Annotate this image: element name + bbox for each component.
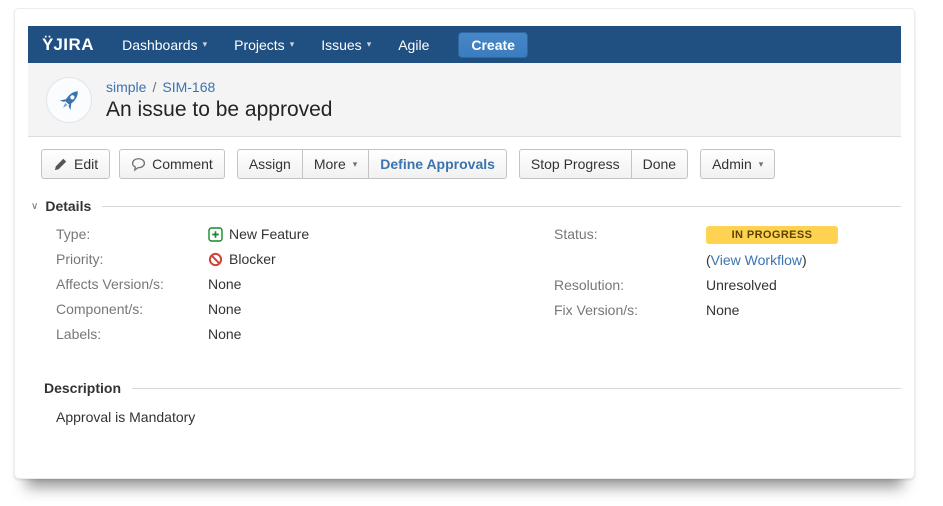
breadcrumb: simple / SIM-168: [106, 79, 333, 95]
top-navbar: Ÿ JIRA Dashboards ▾ Projects ▾ Issues ▾ …: [28, 26, 901, 63]
admin-button[interactable]: Admin ▾: [700, 149, 776, 179]
nav-dashboards[interactable]: Dashboards ▾: [122, 37, 207, 53]
field-labels-label: Labels:: [56, 326, 102, 342]
edit-button[interactable]: Edit: [41, 149, 111, 179]
field-resolution-value: Unresolved: [706, 277, 777, 293]
field-view-workflow: ( View Workflow ): [554, 252, 901, 269]
details-section-title: Details: [45, 198, 92, 214]
field-status-label: Status:: [554, 226, 598, 242]
issue-toolbar: Edit Comment Assign More ▾ Define Approv…: [41, 149, 901, 179]
issue-title: An issue to be approved: [106, 97, 333, 121]
field-affects-versions-value: None: [208, 276, 242, 292]
chevron-down-icon: ▾: [366, 39, 372, 49]
nav-agile[interactable]: Agile: [398, 37, 429, 53]
details-section-toggle[interactable]: ∨ Details: [31, 198, 901, 214]
breadcrumb-project-link[interactable]: simple: [106, 78, 147, 95]
details-right-column: Status: IN PROGRESS ( View Workflow ) Re…: [554, 226, 901, 351]
breadcrumb-issue-key-link[interactable]: SIM-168: [162, 78, 216, 95]
description-section-title: Description: [44, 380, 122, 396]
comment-button-label: Comment: [152, 156, 213, 172]
priority-value-text: Blocker: [229, 251, 276, 267]
view-workflow-close-paren: ): [801, 252, 807, 268]
field-priority: Priority: Blocker: [56, 251, 554, 268]
field-status-value: IN PROGRESS: [706, 226, 838, 244]
section-divider: [132, 387, 901, 389]
field-resolution-label: Resolution:: [554, 277, 625, 293]
field-resolution: Resolution: Unresolved: [554, 277, 901, 294]
transition-button-group: Stop Progress Done: [518, 149, 689, 179]
nav-projects-label: Projects: [234, 36, 285, 53]
jira-logo[interactable]: Ÿ JIRA: [42, 35, 94, 55]
comment-button[interactable]: Comment: [119, 149, 225, 179]
comment-bubble-icon: [132, 157, 146, 172]
description-content: Approval is Mandatory: [56, 409, 196, 425]
collapse-chevron-icon: ∨: [31, 200, 39, 212]
nav-dashboards-label: Dashboards: [122, 36, 198, 53]
edit-button-label: Edit: [74, 156, 99, 172]
jira-charlie-icon: Ÿ: [42, 34, 53, 54]
chevron-down-icon: ▾: [758, 158, 764, 169]
pencil-icon: [54, 158, 67, 170]
nav-issues[interactable]: Issues ▾: [321, 37, 371, 53]
nav-agile-label: Agile: [398, 36, 430, 53]
field-fix-versions-value: None: [706, 302, 740, 318]
jira-logo-text: JIRA: [53, 34, 95, 54]
chevron-down-icon: ▾: [352, 158, 358, 169]
more-button[interactable]: More ▾: [301, 149, 370, 179]
rocket-icon: [59, 90, 78, 110]
details-grid: Type: New Feature Priority: Blocke: [56, 226, 901, 351]
field-fix-versions-label: Fix Version/s:: [554, 302, 639, 318]
stop-progress-button[interactable]: Stop Progress: [518, 149, 632, 179]
field-labels: Labels: None: [56, 326, 554, 343]
assign-button-label: Assign: [248, 156, 291, 172]
nav-projects[interactable]: Projects ▾: [234, 37, 294, 53]
field-type-value: New Feature: [208, 226, 309, 242]
done-button[interactable]: Done: [630, 149, 689, 179]
chevron-down-icon: ▾: [289, 39, 295, 49]
details-left-column: Type: New Feature Priority: Blocke: [56, 226, 554, 351]
field-affects-versions: Affects Version/s: None: [56, 276, 554, 293]
field-status: Status: IN PROGRESS: [554, 226, 901, 244]
type-value-text: New Feature: [229, 226, 310, 242]
field-components: Component/s: None: [56, 301, 554, 318]
done-button-label: Done: [642, 156, 677, 172]
define-approvals-button[interactable]: Define Approvals: [368, 149, 507, 179]
field-fix-versions: Fix Version/s: None: [554, 302, 901, 319]
field-type: Type: New Feature: [56, 226, 554, 243]
admin-button-label: Admin: [712, 156, 752, 172]
new-feature-icon: [208, 226, 223, 242]
section-divider: [102, 205, 901, 207]
app-window: Ÿ JIRA Dashboards ▾ Projects ▾ Issues ▾ …: [14, 8, 915, 479]
chevron-down-icon: ▾: [202, 39, 208, 49]
description-section-toggle[interactable]: Description: [44, 380, 901, 396]
blocker-icon: [208, 252, 223, 266]
field-labels-value: None: [208, 326, 242, 342]
field-components-label: Component/s:: [56, 301, 144, 317]
issue-header: simple / SIM-168 An issue to be approved: [28, 63, 901, 137]
project-avatar[interactable]: [46, 77, 92, 123]
stop-progress-label: Stop Progress: [530, 156, 620, 172]
view-workflow-wrapper: ( View Workflow ): [706, 252, 807, 268]
view-workflow-open-paren: (: [706, 252, 711, 268]
field-affects-versions-label: Affects Version/s:: [56, 276, 164, 292]
field-components-value: None: [208, 301, 242, 317]
field-type-label: Type:: [56, 226, 91, 242]
field-priority-label: Priority:: [56, 251, 104, 267]
field-priority-value: Blocker: [208, 251, 276, 267]
assign-button[interactable]: Assign: [236, 149, 303, 179]
nav-issues-label: Issues: [321, 36, 362, 53]
issue-header-text: simple / SIM-168 An issue to be approved: [106, 79, 333, 122]
status-badge: IN PROGRESS: [706, 226, 838, 244]
view-workflow-link[interactable]: View Workflow: [710, 252, 802, 268]
create-button[interactable]: Create: [458, 31, 528, 58]
more-button-label: More: [313, 156, 346, 172]
workflow-button-group: Assign More ▾ Define Approvals: [236, 149, 507, 179]
define-approvals-label: Define Approvals: [380, 156, 495, 172]
breadcrumb-separator: /: [152, 78, 157, 95]
